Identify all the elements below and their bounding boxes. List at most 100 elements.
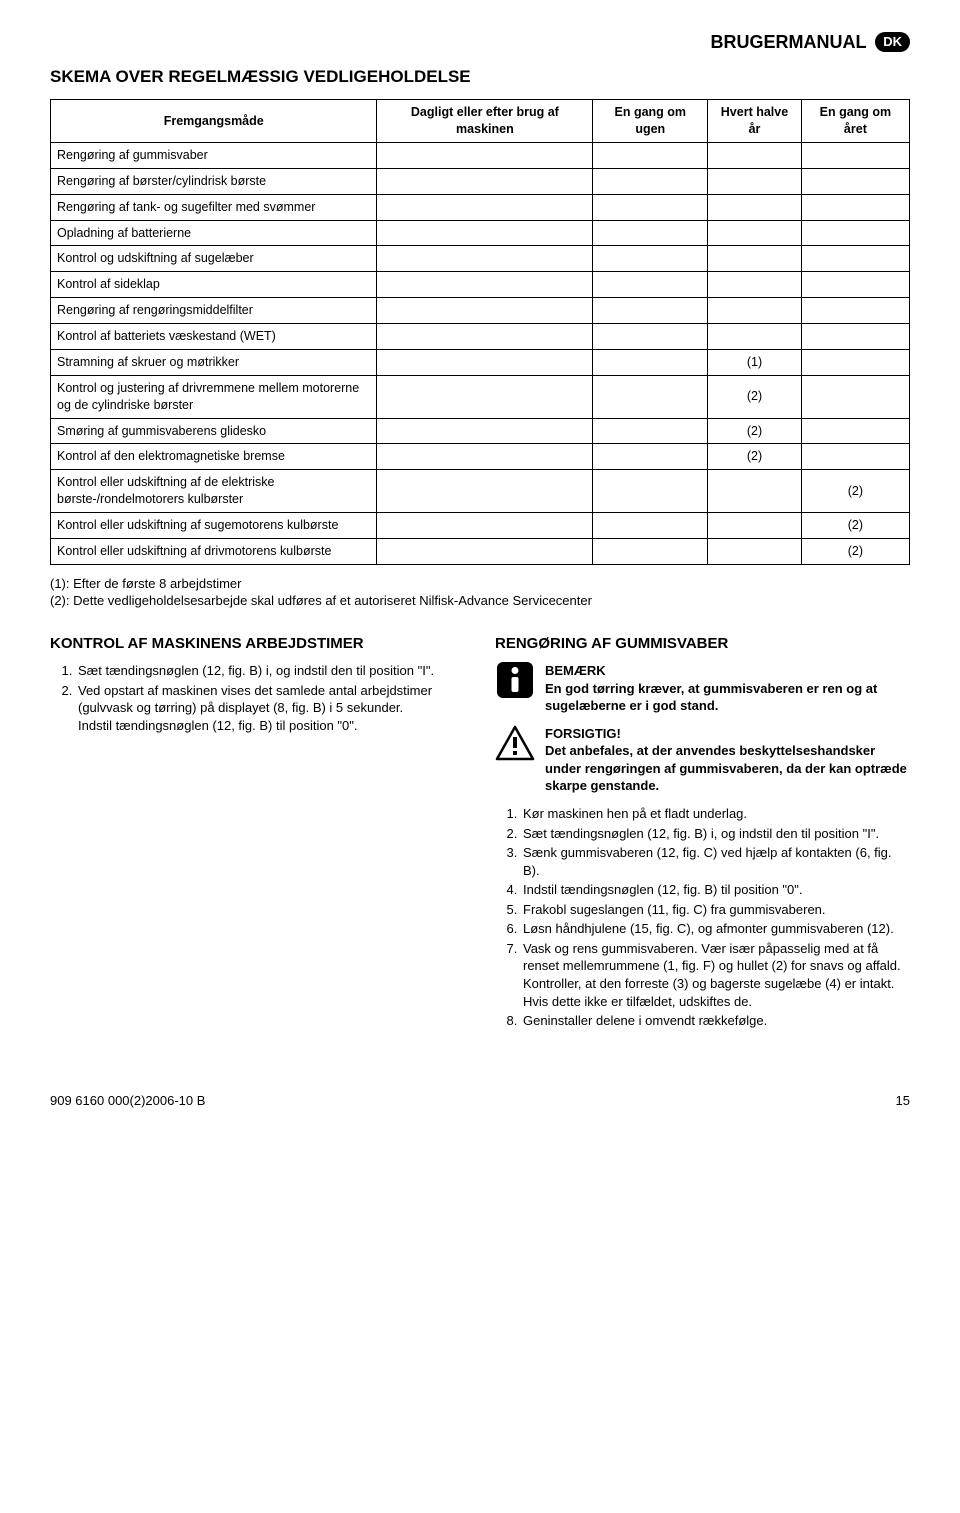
cell-weekly bbox=[593, 349, 708, 375]
cell-weekly bbox=[593, 168, 708, 194]
document-header: BRUGERMANUAL DK bbox=[50, 30, 910, 54]
cell-six-months bbox=[708, 168, 802, 194]
table-row: Rengøring af gummisvaber bbox=[51, 142, 910, 168]
left-column: KONTROL AF MASKINENS ARBEJDSTIMER Sæt tæ… bbox=[50, 620, 465, 1032]
note-bemark-text: En god tørring kræver, at gummisvaberen … bbox=[545, 680, 910, 715]
footnote-1-prefix: (1): bbox=[50, 576, 70, 591]
left-heading: KONTROL AF MASKINENS ARBEJDSTIMER bbox=[50, 634, 465, 654]
cell-yearly bbox=[801, 246, 909, 272]
cell-yearly bbox=[801, 324, 909, 350]
cell-yearly bbox=[801, 298, 909, 324]
cell-yearly bbox=[801, 375, 909, 418]
table-row: Kontrol af batteriets væskestand (WET) bbox=[51, 324, 910, 350]
document-reference: 909 6160 000(2)2006-10 B bbox=[50, 1092, 205, 1110]
maintenance-schedule-table: Fremgangsmåde Dagligt eller efter brug a… bbox=[50, 99, 910, 565]
cell-procedure: Kontrol eller udskiftning af sugemotoren… bbox=[51, 513, 377, 539]
table-row: Kontrol eller udskiftning af de elektris… bbox=[51, 470, 910, 513]
cell-six-months bbox=[708, 220, 802, 246]
cell-daily bbox=[377, 444, 593, 470]
cell-weekly bbox=[593, 375, 708, 418]
list-item: Frakobl sugeslangen (11, fig. C) fra gum… bbox=[521, 901, 910, 919]
table-row: Smøring af gummisvaberens glidesko(2) bbox=[51, 418, 910, 444]
cell-six-months: (2) bbox=[708, 444, 802, 470]
cell-daily bbox=[377, 272, 593, 298]
cell-daily bbox=[377, 470, 593, 513]
footnote-2-prefix: (2): bbox=[50, 593, 70, 608]
cell-procedure: Rengøring af tank- og sugefilter med svø… bbox=[51, 194, 377, 220]
cell-weekly bbox=[593, 444, 708, 470]
cell-procedure: Stramning af skruer og møtrikker bbox=[51, 349, 377, 375]
cell-procedure: Smøring af gummisvaberens glidesko bbox=[51, 418, 377, 444]
note-caution-title: FORSIGTIG! bbox=[545, 725, 910, 743]
cell-yearly bbox=[801, 418, 909, 444]
cell-yearly: (2) bbox=[801, 513, 909, 539]
cell-weekly bbox=[593, 194, 708, 220]
cell-daily bbox=[377, 349, 593, 375]
cell-six-months bbox=[708, 194, 802, 220]
cell-daily bbox=[377, 194, 593, 220]
cell-weekly bbox=[593, 298, 708, 324]
table-row: Kontrol og udskiftning af sugelæber bbox=[51, 246, 910, 272]
table-row: Rengøring af tank- og sugefilter med svø… bbox=[51, 194, 910, 220]
footnote-1-text: Efter de første 8 arbejdstimer bbox=[73, 576, 241, 591]
cell-six-months bbox=[708, 246, 802, 272]
cell-six-months bbox=[708, 272, 802, 298]
cell-daily bbox=[377, 246, 593, 272]
cell-procedure: Rengøring af gummisvaber bbox=[51, 142, 377, 168]
cell-procedure: Rengøring af børster/cylindrisk børste bbox=[51, 168, 377, 194]
list-item: Sæt tændingsnøglen (12, fig. B) i, og in… bbox=[521, 825, 910, 843]
table-row: Stramning af skruer og møtrikker (1) bbox=[51, 349, 910, 375]
table-row: Rengøring af børster/cylindrisk børste bbox=[51, 168, 910, 194]
cell-weekly bbox=[593, 513, 708, 539]
cell-weekly bbox=[593, 272, 708, 298]
note-bemark-body: BEMÆRK En god tørring kræver, at gummisv… bbox=[545, 662, 910, 715]
right-heading: RENGØRING AF GUMMISVABER bbox=[495, 634, 910, 654]
page-number: 15 bbox=[896, 1092, 910, 1110]
cell-yearly bbox=[801, 444, 909, 470]
cell-procedure: Kontrol af sideklap bbox=[51, 272, 377, 298]
cell-daily bbox=[377, 375, 593, 418]
note-bemark-title: BEMÆRK bbox=[545, 662, 910, 680]
cell-six-months bbox=[708, 324, 802, 350]
cell-weekly bbox=[593, 470, 708, 513]
right-column: RENGØRING AF GUMMISVABER BEMÆRK En god t… bbox=[495, 620, 910, 1032]
cell-weekly bbox=[593, 220, 708, 246]
cell-weekly bbox=[593, 142, 708, 168]
two-column-layout: KONTROL AF MASKINENS ARBEJDSTIMER Sæt tæ… bbox=[50, 620, 910, 1032]
footnote-2-text: Dette vedligeholdelsesarbejde skal udfør… bbox=[73, 593, 592, 608]
list-item: Løsn håndhjulene (15, fig. C), og afmont… bbox=[521, 920, 910, 938]
cell-daily bbox=[377, 538, 593, 564]
table-row: Kontrol af sideklap bbox=[51, 272, 910, 298]
info-icon bbox=[495, 662, 535, 715]
cell-daily bbox=[377, 324, 593, 350]
list-item: Geninstaller delene i omvendt rækkefølge… bbox=[521, 1012, 910, 1030]
note-bemark: BEMÆRK En god tørring kræver, at gummisv… bbox=[495, 662, 910, 715]
table-row: Kontrol og justering af drivremmene mell… bbox=[51, 375, 910, 418]
cell-yearly bbox=[801, 272, 909, 298]
col-header-daily: Dagligt eller efter brug af maskinen bbox=[377, 100, 593, 143]
cell-yearly bbox=[801, 142, 909, 168]
note-caution-text: Det anbefales, at der anvendes beskyttel… bbox=[545, 742, 910, 795]
cell-six-months: (1) bbox=[708, 349, 802, 375]
cell-procedure: Kontrol eller udskiftning af de elektris… bbox=[51, 470, 377, 513]
cell-six-months bbox=[708, 142, 802, 168]
cell-procedure: Opladning af batterierne bbox=[51, 220, 377, 246]
cell-daily bbox=[377, 142, 593, 168]
table-row: Opladning af batterierne bbox=[51, 220, 910, 246]
cell-daily bbox=[377, 220, 593, 246]
footnote-2: (2): Dette vedligeholdelsesarbejde skal … bbox=[50, 592, 910, 610]
section-heading-maintenance: SKEMA OVER REGELMÆSSIG VEDLIGEHOLDELSE bbox=[50, 66, 910, 89]
note-caution: FORSIGTIG! Det anbefales, at der anvende… bbox=[495, 725, 910, 795]
cell-weekly bbox=[593, 538, 708, 564]
country-badge: DK bbox=[875, 32, 910, 52]
document-title: BRUGERMANUAL bbox=[711, 32, 867, 52]
list-item: Sæt tændingsnøglen (12, fig. B) i, og in… bbox=[76, 662, 465, 680]
col-header-yearly: En gang om året bbox=[801, 100, 909, 143]
list-item: Kør maskinen hen på et fladt underlag. bbox=[521, 805, 910, 823]
cell-yearly bbox=[801, 194, 909, 220]
cell-weekly bbox=[593, 324, 708, 350]
page-footer: 909 6160 000(2)2006-10 B 15 bbox=[50, 1092, 910, 1110]
right-procedure-list: Kør maskinen hen på et fladt underlag. Sæ… bbox=[495, 805, 910, 1030]
cell-daily bbox=[377, 418, 593, 444]
table-row: Kontrol eller udskiftning af drivmotoren… bbox=[51, 538, 910, 564]
